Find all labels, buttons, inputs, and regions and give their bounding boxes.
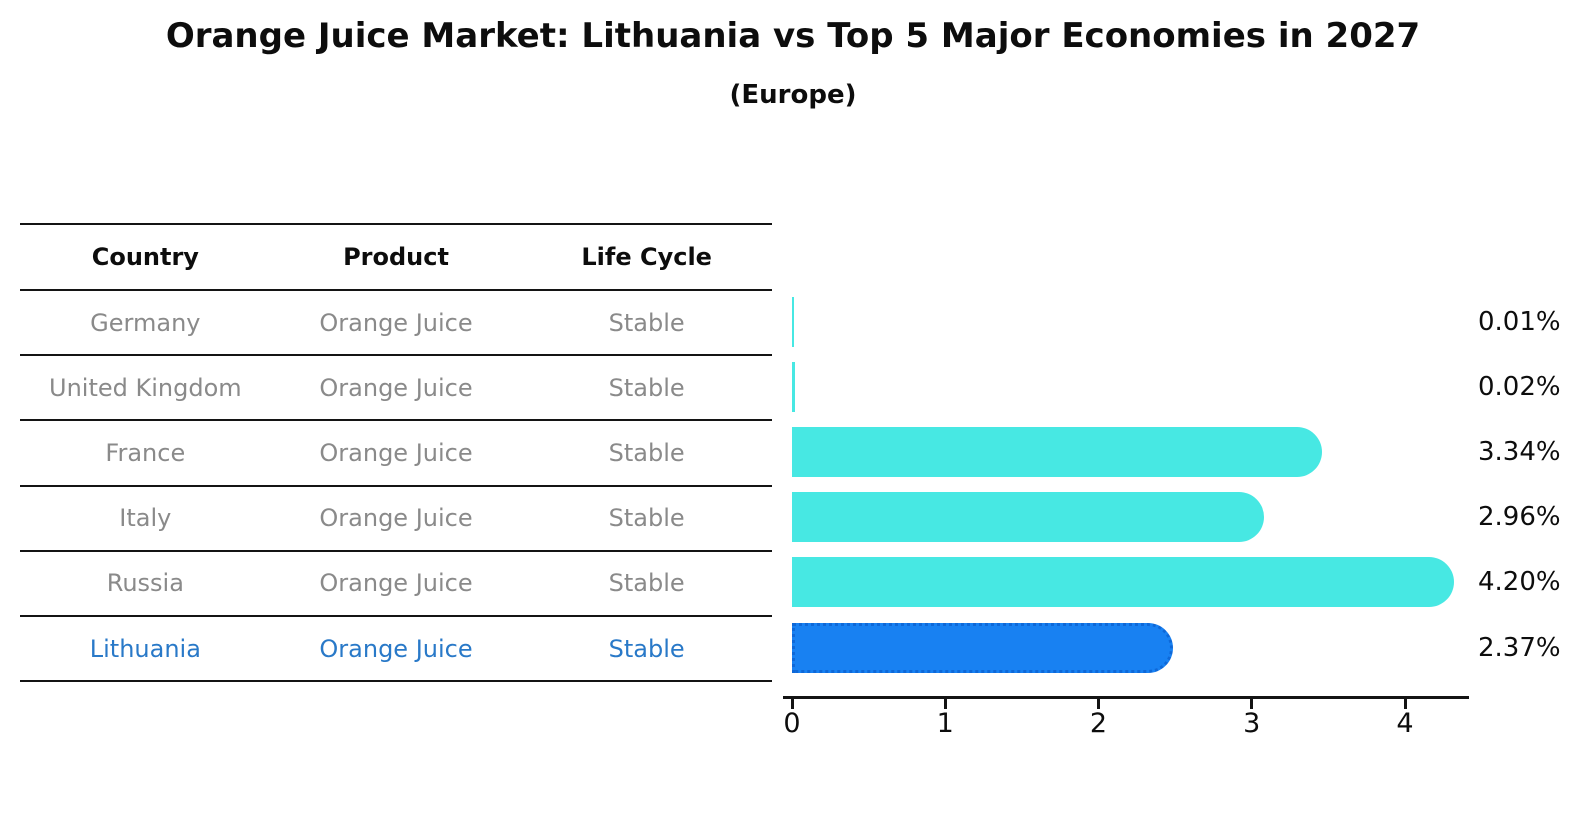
chart-bar: [792, 557, 1454, 608]
row-cell-country: Lithuania: [89, 634, 201, 663]
row-cell-country: Russia: [106, 569, 184, 598]
bar-value-label: 2.37%: [1478, 632, 1561, 663]
chart-bar: [792, 361, 796, 412]
x-axis-tick-label: 3: [1243, 708, 1261, 739]
chart-bar: [792, 296, 794, 347]
table-row: France Orange Juice Stable: [20, 421, 772, 487]
table-row: Germany Orange Juice Stable: [20, 291, 772, 357]
chart-bar: [792, 427, 1322, 478]
row-cell-product: Orange Juice: [319, 373, 473, 402]
table-row: Russia Orange Juice Stable: [20, 552, 772, 617]
country-table: Country Product Life Cycle Germany Orang…: [20, 223, 772, 683]
x-axis-line: [783, 696, 1469, 699]
bar-value-label: 3.34%: [1478, 437, 1561, 468]
page-subtitle: (Europe): [729, 80, 857, 110]
chart-bar: [792, 622, 1174, 673]
x-axis-tick: [943, 696, 947, 709]
row-cell-country: Germany: [90, 308, 201, 337]
x-axis-tick-label: 0: [783, 708, 801, 739]
x-axis-tick: [1097, 696, 1100, 709]
x-axis-tick-label: 1: [936, 708, 954, 739]
header-cell-product: Product: [343, 243, 449, 271]
table-header-row: Country Product Life Cycle: [20, 225, 772, 291]
row-cell-product: Orange Juice: [319, 308, 473, 337]
table-row: Italy Orange Juice Stable: [20, 487, 772, 552]
bar-value-label: 4.20%: [1478, 567, 1561, 598]
row-cell-life-cycle: Stable: [608, 634, 685, 663]
header-cell-life-cycle: Life Cycle: [581, 243, 712, 271]
row-cell-life-cycle: Stable: [608, 504, 685, 533]
row-cell-product: Orange Juice: [319, 504, 473, 533]
row-cell-country: United Kingdom: [49, 373, 242, 402]
header-cell-country: Country: [91, 243, 199, 271]
row-cell-life-cycle: Stable: [608, 569, 685, 598]
table-row: Lithuania Orange Juice Stable: [20, 617, 772, 683]
row-cell-country: France: [105, 438, 186, 467]
table-row: United Kingdom Orange Juice Stable: [20, 356, 772, 422]
x-axis-tick: [1403, 696, 1407, 709]
row-cell-country: Italy: [119, 504, 172, 533]
bar-value-label: 0.02%: [1478, 371, 1561, 402]
row-cell-product: Orange Juice: [319, 569, 473, 598]
chart-bar: [792, 492, 1264, 543]
x-axis-tick-label: 4: [1396, 708, 1414, 739]
bar-value-label: 2.96%: [1478, 502, 1561, 533]
row-cell-product: Orange Juice: [319, 438, 473, 467]
x-axis-tick: [1250, 696, 1254, 709]
row-cell-life-cycle: Stable: [608, 308, 685, 337]
x-axis-tick: [790, 696, 794, 709]
row-cell-life-cycle: Stable: [608, 438, 685, 467]
row-cell-life-cycle: Stable: [608, 373, 685, 402]
row-cell-product: Orange Juice: [319, 634, 473, 663]
table-body: Germany Orange Juice Stable United Kingd…: [20, 291, 772, 683]
x-axis-tick-label: 2: [1089, 708, 1108, 739]
bar-value-label: 0.01%: [1478, 306, 1561, 337]
page-title: Orange Juice Market: Lithuania vs Top 5 …: [165, 16, 1421, 56]
